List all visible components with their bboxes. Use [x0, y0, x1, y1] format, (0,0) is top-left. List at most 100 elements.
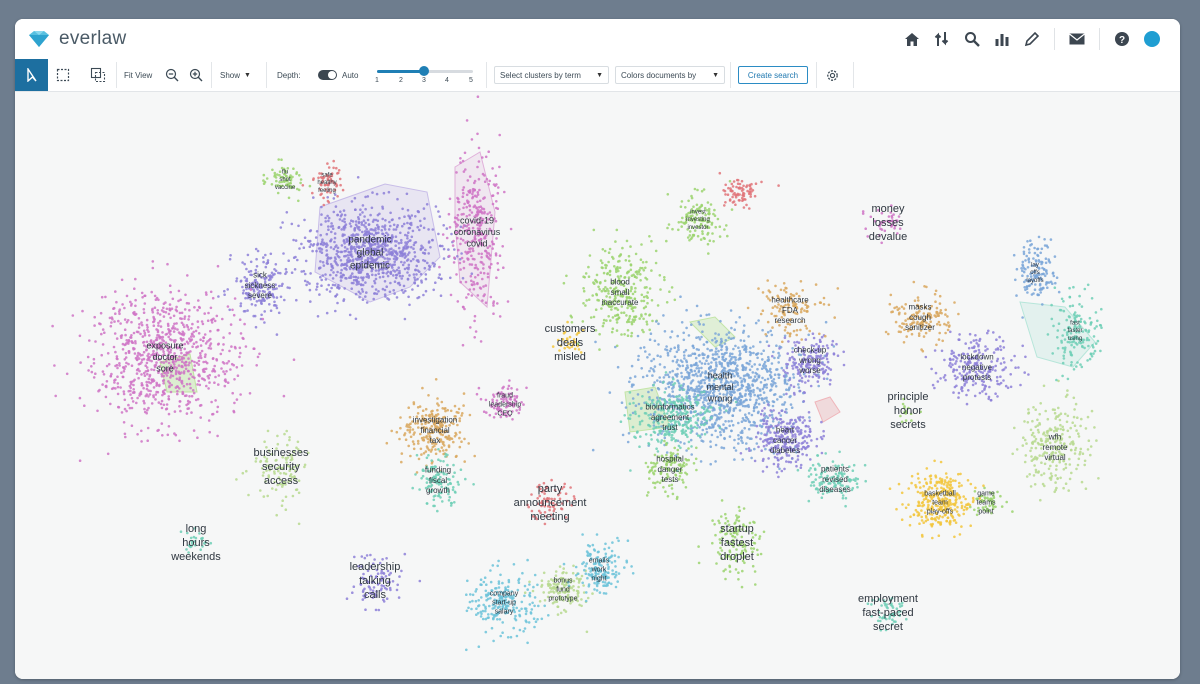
document-dot[interactable] [737, 346, 740, 349]
document-dot[interactable] [689, 364, 693, 367]
document-dot[interactable] [616, 317, 619, 321]
document-dot[interactable] [408, 226, 412, 230]
document-dot[interactable] [736, 398, 740, 402]
document-dot[interactable] [190, 411, 193, 414]
document-dot[interactable] [806, 309, 809, 313]
document-dot[interactable] [467, 293, 470, 296]
document-dot[interactable] [498, 133, 502, 137]
document-dot[interactable] [763, 433, 766, 437]
document-dot[interactable] [282, 394, 286, 398]
document-dot[interactable] [143, 344, 146, 347]
document-dot[interactable] [680, 375, 684, 378]
document-dot[interactable] [802, 445, 806, 449]
document-dot[interactable] [641, 375, 645, 379]
document-dot[interactable] [654, 261, 658, 265]
document-dot[interactable] [707, 252, 710, 255]
document-dot[interactable] [401, 274, 404, 278]
document-dot[interactable] [173, 410, 177, 413]
document-dot[interactable] [760, 449, 763, 453]
document-dot[interactable] [608, 270, 612, 273]
document-dot[interactable] [415, 259, 419, 262]
document-dot[interactable] [695, 304, 699, 308]
document-dot[interactable] [714, 341, 718, 344]
document-dot[interactable] [494, 254, 498, 257]
document-dot[interactable] [481, 277, 484, 281]
document-dot[interactable] [208, 381, 211, 384]
document-dot[interactable] [371, 285, 374, 288]
document-dot[interactable] [424, 277, 428, 281]
document-dot[interactable] [806, 444, 810, 448]
document-dot[interactable] [795, 333, 798, 337]
document-dot[interactable] [164, 301, 167, 304]
document-dot[interactable] [801, 421, 805, 424]
document-dot[interactable] [785, 392, 788, 396]
document-dot[interactable] [377, 272, 381, 275]
document-dot[interactable] [787, 340, 790, 343]
document-dot[interactable] [217, 328, 220, 332]
box-select-tool-button[interactable] [56, 59, 70, 91]
document-dot[interactable] [706, 356, 709, 359]
document-dot[interactable] [618, 266, 622, 269]
document-dot[interactable] [308, 245, 312, 249]
document-dot[interactable] [431, 261, 435, 265]
document-dot[interactable] [293, 268, 297, 271]
document-dot[interactable] [90, 365, 93, 368]
document-dot[interactable] [678, 423, 681, 427]
document-dot[interactable] [648, 397, 651, 401]
document-dot[interactable] [562, 281, 566, 285]
account-icon[interactable] [1142, 29, 1162, 49]
document-dot[interactable] [672, 383, 675, 386]
document-dot[interactable] [483, 211, 486, 215]
document-dot[interactable] [607, 260, 610, 264]
document-dot[interactable] [727, 331, 731, 334]
document-dot[interactable] [228, 349, 231, 353]
document-dot[interactable] [262, 260, 265, 264]
document-dot[interactable] [778, 395, 782, 399]
document-dot[interactable] [417, 295, 421, 299]
analytics-icon[interactable] [992, 29, 1012, 49]
document-dot[interactable] [371, 191, 374, 194]
document-dot[interactable] [217, 383, 220, 386]
document-dot[interactable] [476, 132, 479, 136]
document-dot[interactable] [130, 406, 134, 410]
depth-slider-handle[interactable] [419, 66, 429, 76]
document-dot[interactable] [121, 303, 124, 306]
document-dot[interactable] [459, 237, 463, 241]
document-dot[interactable] [416, 225, 420, 229]
document-dot[interactable] [648, 235, 651, 238]
document-dot[interactable] [357, 221, 361, 225]
document-dot[interactable] [854, 477, 858, 480]
document-dot[interactable] [650, 299, 654, 302]
document-dot[interactable] [745, 416, 748, 419]
document-dot[interactable] [723, 352, 727, 355]
document-dot[interactable] [163, 388, 167, 392]
document-dot[interactable] [407, 263, 411, 267]
document-dot[interactable] [137, 317, 141, 320]
document-dot[interactable] [842, 350, 845, 354]
document-dot[interactable] [695, 413, 698, 417]
document-dot[interactable] [364, 295, 367, 298]
document-dot[interactable] [496, 262, 500, 265]
document-dot[interactable] [175, 377, 179, 381]
document-dot[interactable] [648, 369, 651, 373]
document-dot[interactable] [794, 361, 798, 365]
document-dot[interactable] [410, 235, 414, 239]
document-dot[interactable] [115, 300, 118, 304]
document-dot[interactable] [761, 376, 764, 380]
document-dot[interactable] [772, 462, 776, 466]
document-dot[interactable] [270, 275, 274, 279]
document-dot[interactable] [403, 215, 406, 218]
document-dot[interactable] [120, 278, 124, 282]
document-dot[interactable] [171, 297, 175, 301]
document-dot[interactable] [165, 374, 169, 377]
document-dot[interactable] [273, 171, 277, 175]
document-dot[interactable] [629, 268, 633, 272]
document-dot[interactable] [116, 366, 119, 370]
document-dot[interactable] [208, 430, 211, 434]
document-dot[interactable] [123, 398, 127, 402]
document-dot[interactable] [113, 381, 116, 384]
document-dot[interactable] [178, 355, 181, 358]
document-dot[interactable] [189, 386, 192, 390]
document-dot[interactable] [180, 321, 184, 325]
document-dot[interactable] [321, 274, 325, 277]
